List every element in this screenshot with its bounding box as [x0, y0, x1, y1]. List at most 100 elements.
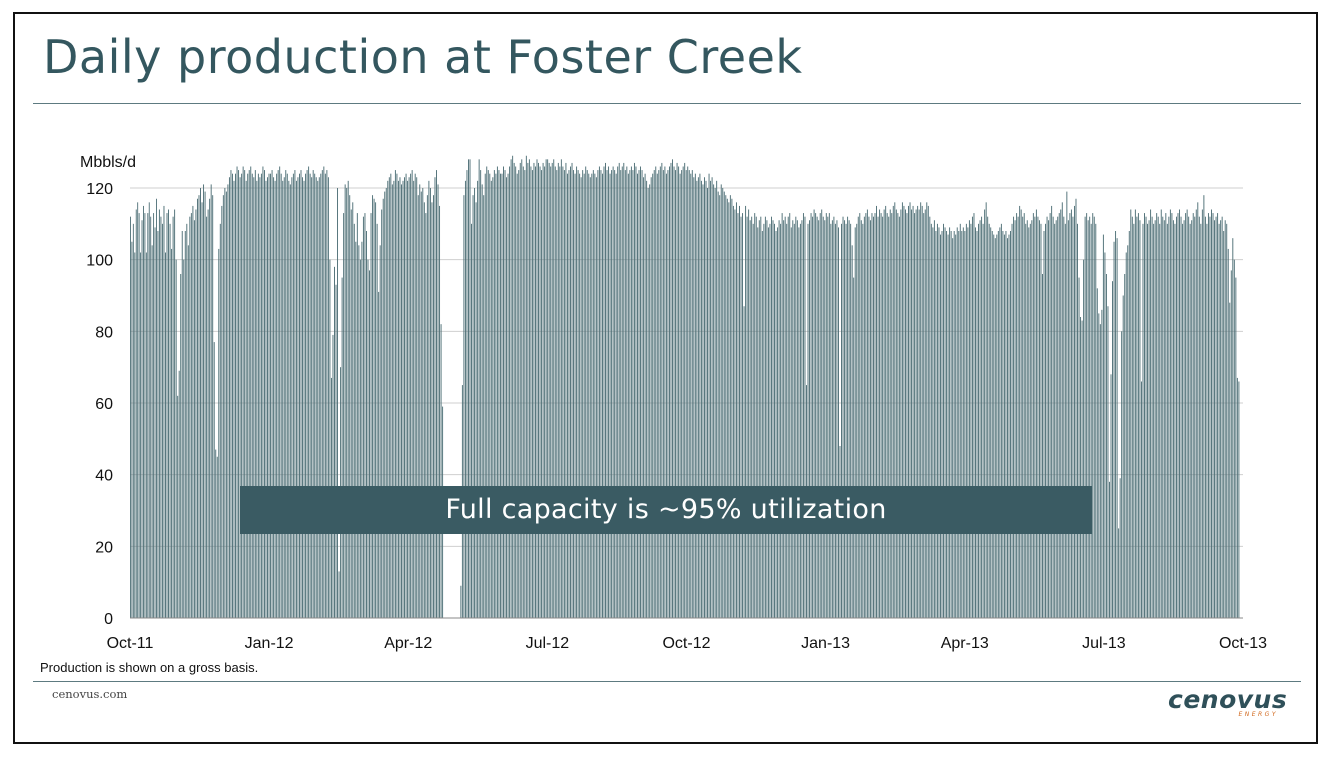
bar	[309, 173, 311, 619]
bar	[873, 216, 874, 619]
bar	[1040, 223, 1042, 618]
bar	[1171, 213, 1173, 618]
bar	[356, 213, 358, 618]
bar	[1083, 259, 1085, 618]
bar	[643, 177, 645, 618]
y-tick-label: 40	[95, 468, 113, 485]
bar	[950, 231, 952, 618]
bar	[245, 180, 247, 618]
bar	[760, 216, 762, 619]
bar	[656, 173, 658, 619]
bar	[929, 216, 931, 619]
bar	[317, 180, 319, 618]
bar	[358, 245, 360, 618]
bar	[921, 205, 923, 619]
bar	[1092, 213, 1094, 618]
bar	[1136, 216, 1138, 619]
bar	[1207, 213, 1209, 618]
bar	[614, 170, 616, 618]
bar	[201, 202, 203, 618]
cenovus-logo: cenovus ENERGY	[1168, 686, 1288, 726]
bar	[652, 173, 654, 619]
bar	[218, 248, 220, 619]
bar	[1235, 277, 1237, 618]
bar	[725, 195, 727, 619]
bar	[239, 177, 241, 618]
bar	[975, 227, 976, 619]
bar	[147, 213, 149, 618]
bar	[681, 170, 683, 618]
x-tick-label: Apr-12	[384, 635, 432, 652]
bar	[166, 213, 168, 618]
bar	[781, 213, 783, 618]
bar	[824, 220, 826, 618]
bar	[764, 216, 766, 619]
bar	[388, 177, 390, 618]
bar	[1221, 216, 1223, 619]
bar	[253, 177, 255, 618]
bar	[225, 191, 227, 618]
bar	[361, 241, 363, 618]
bar	[976, 231, 978, 618]
bar	[602, 173, 603, 619]
bar	[248, 170, 250, 618]
bar	[1048, 220, 1050, 618]
bar	[780, 223, 782, 618]
bar	[271, 170, 273, 618]
bar	[297, 177, 299, 618]
bar	[551, 162, 553, 619]
y-tick-label: 80	[95, 324, 113, 341]
bar	[879, 209, 881, 618]
bar	[828, 213, 830, 618]
bar	[594, 173, 596, 619]
bar	[431, 202, 433, 618]
bar	[1116, 238, 1118, 619]
bar	[501, 173, 503, 619]
website-link[interactable]: cenovus.com	[52, 687, 128, 701]
bar	[769, 223, 771, 618]
bar	[804, 216, 806, 619]
bar	[530, 166, 532, 618]
bar	[982, 223, 984, 618]
bar	[909, 202, 911, 618]
bar	[1003, 234, 1005, 618]
bar	[550, 166, 552, 618]
bar	[506, 177, 508, 618]
bar	[1194, 216, 1196, 619]
bar	[439, 205, 441, 619]
bar	[402, 180, 404, 618]
bar	[790, 227, 792, 619]
bar	[809, 220, 811, 618]
bar	[562, 166, 564, 618]
bar	[391, 184, 393, 619]
bar	[787, 216, 789, 619]
bar	[746, 216, 748, 619]
bar	[1086, 213, 1088, 618]
bar	[174, 209, 176, 618]
bar	[1127, 245, 1129, 618]
bar	[662, 170, 664, 618]
logo-wordmark: cenovus	[1168, 685, 1288, 714]
bar	[181, 231, 183, 618]
bar	[1192, 213, 1194, 618]
bar	[425, 213, 427, 618]
bar	[203, 184, 205, 619]
bar	[869, 220, 871, 618]
bar	[702, 184, 704, 619]
bar	[739, 205, 740, 619]
bar	[971, 216, 973, 619]
bar	[1005, 231, 1007, 618]
bar	[273, 177, 275, 618]
bar	[940, 234, 941, 618]
bar	[379, 245, 381, 618]
bar	[404, 177, 405, 618]
bar	[926, 202, 928, 618]
bar	[175, 259, 177, 618]
bar	[638, 170, 640, 618]
bar	[510, 159, 512, 618]
bar	[1049, 213, 1051, 618]
bar	[274, 180, 276, 618]
bar	[250, 166, 252, 618]
bar	[1011, 223, 1013, 618]
